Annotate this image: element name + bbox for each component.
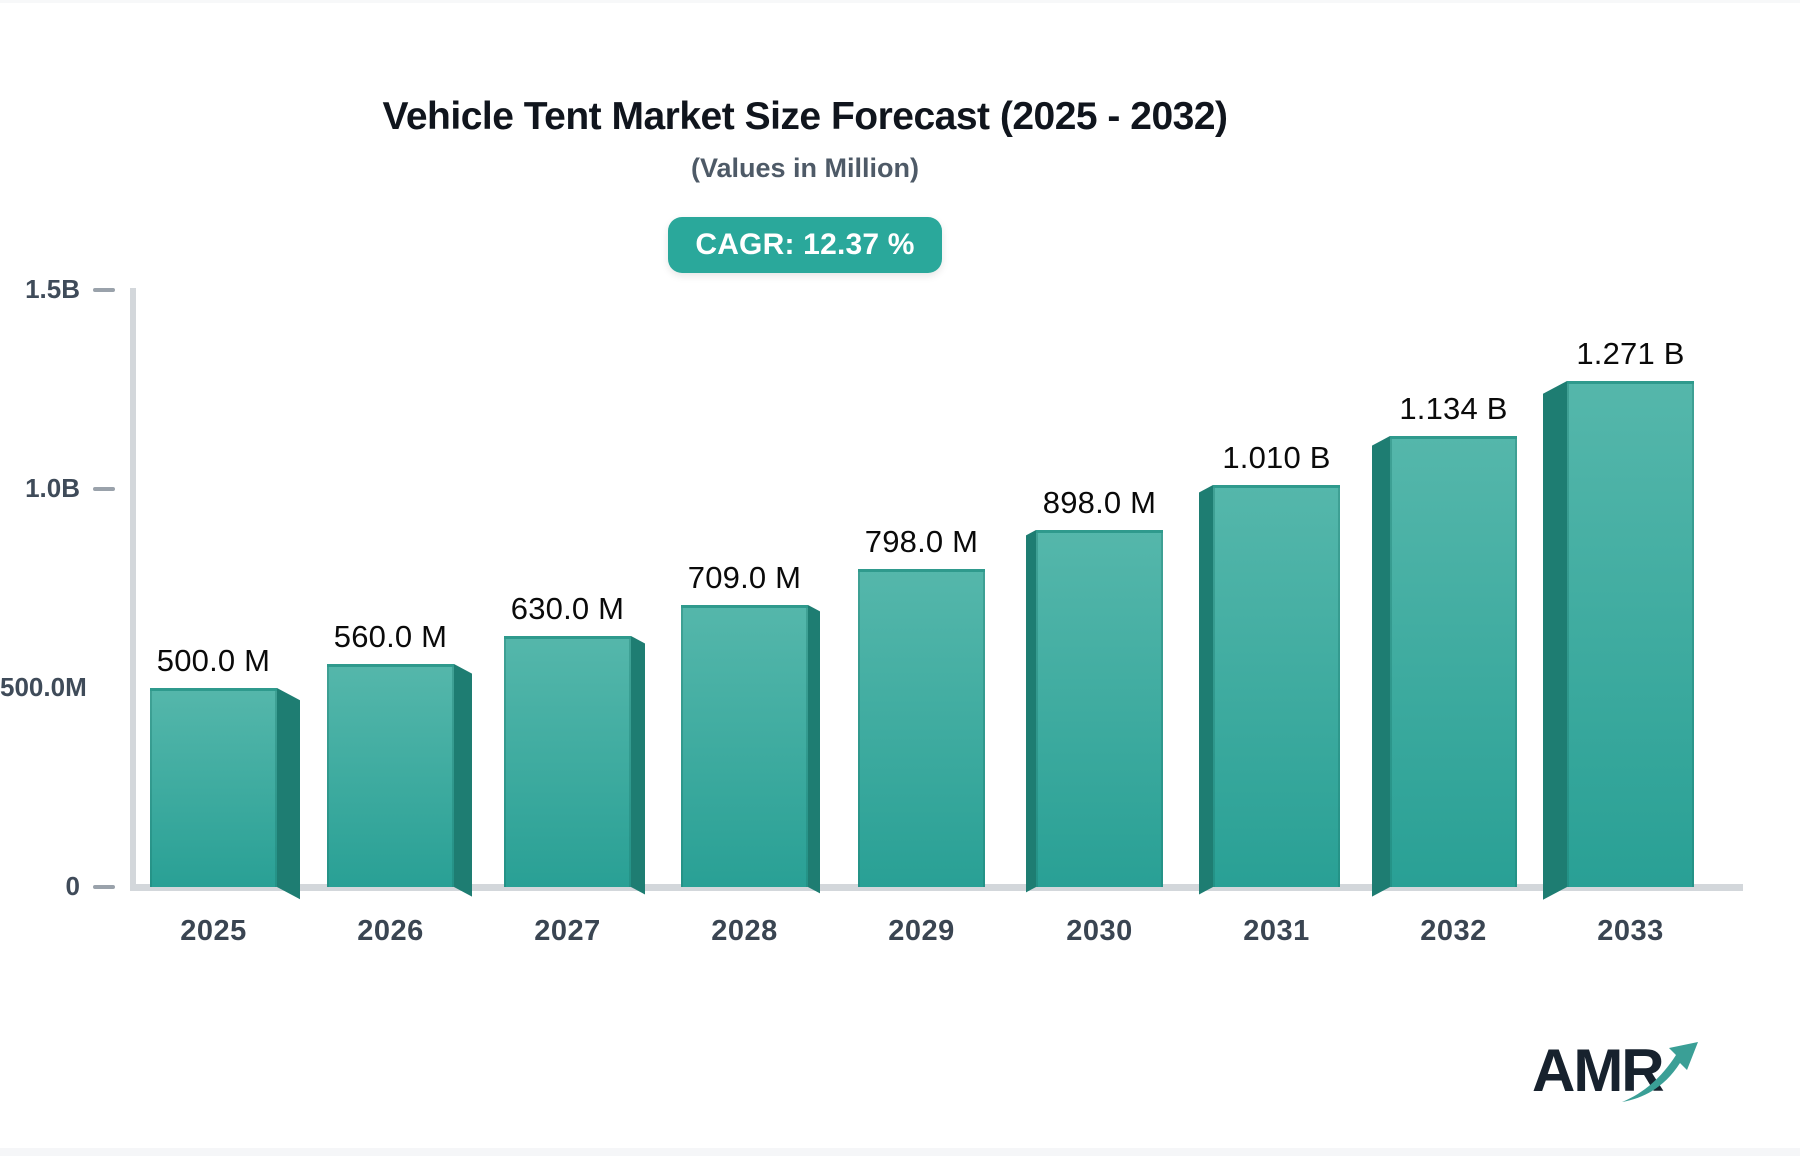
y-tick-label: 1.5B: [25, 274, 80, 304]
x-axis-label: 2028: [711, 915, 778, 947]
bar: [681, 605, 808, 887]
x-axis-label: 2030: [1066, 915, 1133, 947]
y-axis-line: [130, 288, 136, 889]
x-axis-label: 2033: [1597, 915, 1664, 947]
bar: [1567, 381, 1694, 887]
bar-value-label: 898.0 M: [1042, 485, 1157, 520]
x-axis-label: 2026: [357, 915, 424, 947]
bar-side-face: [631, 636, 645, 895]
growth-arrow-icon: [1622, 1042, 1698, 1102]
bar: [1390, 436, 1517, 887]
x-axis-label: 2027: [534, 915, 601, 947]
chart-header: Vehicle Tent Market Size Forecast (2025 …: [0, 95, 1610, 273]
bar-value-label: 1.010 B: [1222, 440, 1331, 475]
y-tick-dash: [93, 885, 115, 889]
y-tick-dash: [93, 487, 115, 491]
cagr-badge: CAGR: 12.37 %: [668, 217, 942, 273]
bar: [858, 569, 985, 887]
bar-side-face: [1026, 530, 1036, 893]
bar-side-face: [454, 664, 472, 897]
bar-side-face: [277, 688, 300, 900]
bar-value-label: 500.0 M: [156, 643, 271, 678]
x-axis-label: 2031: [1243, 915, 1310, 947]
amr-logo: AMR: [1532, 1036, 1712, 1106]
bar: [150, 688, 277, 887]
bar-value-label: 560.0 M: [333, 619, 448, 654]
y-tick-dash: [93, 288, 115, 292]
chart-subtitle: (Values in Million): [690, 153, 920, 183]
x-axis-baseline: [130, 884, 1743, 891]
bar: [327, 664, 454, 887]
bar-side-face: [808, 605, 820, 894]
bar-value-label: 630.0 M: [510, 591, 625, 626]
y-tick-label: 500.0M: [0, 672, 87, 702]
page-bottom-border: [0, 1148, 1800, 1156]
bar-value-label: 709.0 M: [687, 560, 802, 595]
bar-value-label: 798.0 M: [864, 524, 979, 559]
bar: [504, 636, 631, 887]
bar-side-face: [1199, 485, 1213, 895]
bar: [1036, 530, 1163, 887]
x-axis-label: 2025: [180, 915, 247, 947]
x-axis-label: 2032: [1420, 915, 1487, 947]
bar: [1213, 485, 1340, 887]
bar-side-face: [1543, 381, 1567, 900]
x-axis-label: 2029: [888, 915, 955, 947]
bar-side-face: [1372, 436, 1390, 897]
chart-title: Vehicle Tent Market Size Forecast (2025 …: [382, 95, 1228, 138]
y-tick-label: 1.0B: [25, 473, 80, 503]
y-tick-label: 0: [65, 871, 80, 901]
bar-value-label: 1.134 B: [1399, 391, 1508, 426]
bar-value-label: 1.271 B: [1576, 336, 1685, 371]
page-top-border: [0, 0, 1800, 3]
